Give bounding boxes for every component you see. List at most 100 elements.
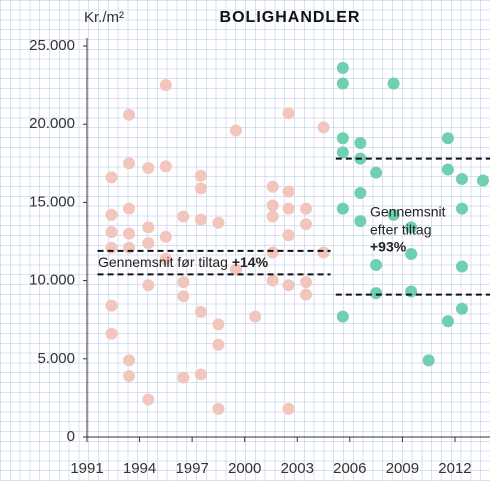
point (249, 310, 262, 323)
point (441, 315, 454, 328)
point (177, 371, 190, 384)
x-tick-label: 2012 (438, 460, 471, 477)
point (142, 279, 155, 292)
y-axis-label: Kr./m² (84, 9, 124, 26)
marks (97, 61, 490, 415)
point (354, 215, 367, 228)
x-tick-label: 2009 (386, 460, 419, 477)
point (229, 263, 242, 276)
point (177, 210, 190, 223)
point (455, 172, 468, 185)
point (455, 202, 468, 215)
point (370, 287, 383, 300)
point (422, 354, 435, 367)
point (123, 354, 136, 367)
x-tick-label: 1994 (123, 460, 156, 477)
point (194, 182, 207, 195)
point (282, 402, 295, 415)
point (194, 368, 207, 381)
point (317, 246, 330, 259)
point (266, 180, 279, 193)
annotation-text: Gennemsnit før tiltag (98, 254, 228, 270)
point (354, 136, 367, 149)
point (194, 305, 207, 318)
point (282, 279, 295, 292)
point (387, 77, 400, 90)
annotation-highlight: +93% (370, 239, 407, 255)
point (142, 221, 155, 234)
point (370, 258, 383, 271)
point (142, 393, 155, 406)
point (476, 174, 489, 187)
point (159, 79, 172, 92)
point (123, 108, 136, 121)
annotation-before: Gennemsnit før tiltag +14% (98, 254, 269, 270)
point (105, 226, 118, 239)
x-tick-label: 2006 (333, 460, 366, 477)
point (405, 221, 418, 234)
point (105, 208, 118, 221)
point (105, 299, 118, 312)
y-tick-label: 20.000 (29, 115, 75, 132)
point (282, 229, 295, 242)
point (105, 171, 118, 184)
y-tick-label: 5.000 (37, 350, 75, 367)
point (387, 208, 400, 221)
x-tick-label: 1997 (175, 460, 208, 477)
point (266, 199, 279, 212)
point (455, 260, 468, 273)
point (266, 210, 279, 223)
point (317, 121, 330, 134)
point (105, 241, 118, 254)
y-tick-label: 10.000 (29, 272, 75, 289)
x-tick-label: 2000 (228, 460, 261, 477)
x-tick-label: 2003 (281, 460, 314, 477)
point (212, 216, 225, 229)
point (266, 274, 279, 287)
point (336, 61, 349, 74)
point (194, 169, 207, 182)
point (212, 318, 225, 331)
point (212, 338, 225, 351)
point (354, 187, 367, 200)
point (212, 402, 225, 415)
point (282, 107, 295, 120)
point (441, 163, 454, 176)
point (123, 241, 136, 254)
annotation-after-line: Gennemsnit (370, 204, 446, 220)
annotation-highlight: +14% (232, 254, 269, 270)
point (336, 146, 349, 159)
point (370, 166, 383, 179)
x-tick-label: 1991 (70, 460, 103, 477)
y-tick-label: 15.000 (29, 193, 75, 210)
point (405, 285, 418, 298)
point (336, 132, 349, 145)
point (300, 202, 313, 215)
point (405, 248, 418, 261)
point (282, 202, 295, 215)
point (441, 132, 454, 145)
point (159, 252, 172, 265)
point (177, 276, 190, 289)
point (194, 213, 207, 226)
point (455, 302, 468, 315)
point (282, 185, 295, 198)
point (123, 370, 136, 383)
point (123, 227, 136, 240)
chart-title: BOLIGHANDLER (220, 9, 361, 26)
point (300, 288, 313, 301)
point (336, 202, 349, 215)
point (177, 290, 190, 303)
point (123, 202, 136, 215)
point (300, 276, 313, 289)
y-tick-label: 25.000 (29, 37, 75, 54)
annotation-after-line: efter tiltag (370, 222, 431, 238)
point (300, 218, 313, 231)
point (142, 161, 155, 174)
point (336, 77, 349, 90)
point (159, 160, 172, 173)
point (336, 310, 349, 323)
point (105, 327, 118, 340)
